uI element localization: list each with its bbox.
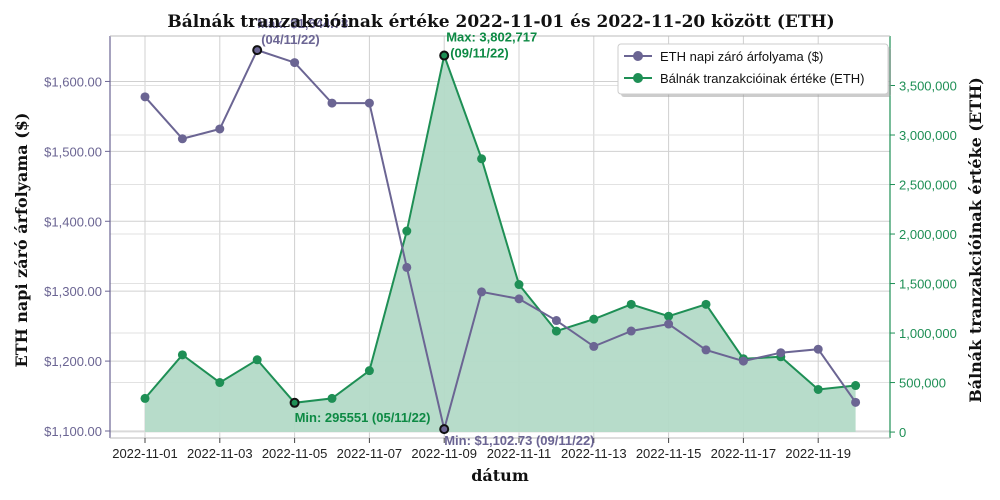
y-left-tick-label: $1,100.00 (44, 424, 102, 439)
legend-marker-eth (633, 51, 643, 61)
eth-price-point (290, 58, 300, 68)
whale-point (626, 299, 636, 309)
annotation-date: (04/11/22) (261, 32, 320, 47)
whale-point (851, 381, 861, 391)
y-axis-left-title: ETH napi záró árfolyama ($) (12, 113, 31, 368)
eth-price-point (551, 316, 561, 326)
x-tick-label: 2022-11-03 (187, 446, 253, 461)
annotation-label: Max: 3,802,717 (446, 30, 537, 45)
y-right-tick-label: 500,000 (899, 376, 946, 391)
extreme-marker (439, 424, 450, 435)
whale-point (589, 314, 599, 324)
eth-price-point (215, 124, 225, 134)
legend-label-whale: Bálnák tranzakcióinak értéke (ETH) (660, 71, 864, 86)
legend: ETH napi záró árfolyama ($) Bálnák tranz… (617, 43, 891, 97)
eth-price-point (177, 134, 187, 144)
legend-label-eth: ETH napi záró árfolyama ($) (660, 49, 823, 64)
legend-marker-whale (633, 73, 643, 83)
whale-point (514, 280, 524, 290)
series-lines (144, 48, 857, 430)
eth-price-point (402, 262, 412, 272)
whale-point (177, 350, 187, 360)
x-axis-title: dátum (471, 466, 529, 485)
eth-price-point (140, 92, 150, 102)
eth-price-point (738, 356, 748, 366)
whale-point (402, 226, 412, 236)
whale-point (215, 378, 225, 388)
y-axis-right-title: Bálnák tranzakcióinak értéke (ETH) (966, 77, 985, 403)
x-tick-label: 2022-11-11 (487, 446, 552, 461)
whale-point (813, 384, 823, 394)
eth-price-point (626, 326, 636, 336)
x-tick-label: 2022-11-09 (411, 446, 477, 461)
annotation-label: Min: 295551 (05/11/22) (295, 410, 431, 425)
x-tick-label: 2022-11-05 (262, 446, 328, 461)
x-tick-label: 2022-11-17 (711, 446, 777, 461)
whale-point (551, 326, 561, 336)
y-right-tick-label: 1,500,000 (899, 277, 957, 292)
eth-price-point (327, 98, 337, 108)
eth-price-point (851, 397, 861, 407)
eth-price-line (144, 48, 857, 430)
eth-price-point (514, 294, 524, 304)
whale-point (477, 154, 487, 164)
whale-point (364, 366, 374, 376)
y-right-tick-label: 3,500,000 (899, 79, 957, 94)
annotation-label: Min: $1,102.73 (09/11/22) (444, 433, 594, 448)
x-tick-label: 2022-11-13 (561, 446, 627, 461)
eth-price-point (364, 98, 374, 108)
whale-line (144, 51, 856, 404)
x-tick-label: 2022-11-15 (636, 446, 702, 461)
extreme-marker (252, 45, 263, 56)
x-tick-label: 2022-11-01 (112, 446, 178, 461)
eth-price-point (477, 287, 487, 297)
whale-area-fill (145, 55, 856, 433)
y-right-tick-label: 3,000,000 (899, 128, 957, 143)
whale-point (252, 355, 262, 365)
eth-price-point (664, 319, 674, 329)
y-right-tick-label: 2,000,000 (899, 227, 957, 242)
chart-title: Bálnák tranzakcióinak értéke 2022-11-01 … (167, 12, 834, 32)
whale-point (664, 311, 674, 321)
eth-price-point (701, 345, 711, 355)
y-left-tick-label: $1,200.00 (44, 354, 102, 369)
y-left-tick-label: $1,300.00 (44, 284, 102, 299)
whale-point (701, 299, 711, 309)
y-left-tick-label: $1,600.00 (44, 74, 102, 89)
whale-point (327, 393, 337, 403)
y-right-tick-label: 2,500,000 (899, 178, 957, 193)
y-right-tick-label: 1,000,000 (899, 326, 957, 341)
extreme-marker (439, 50, 450, 61)
y-right-tick-label: 0 (899, 425, 906, 440)
whale-area (145, 55, 856, 433)
eth-price-point (813, 344, 823, 354)
eth-price-point (589, 341, 599, 351)
y-left-tick-label: $1,500.00 (44, 144, 102, 159)
annotations: Max: $1,644.78(04/11/22) Min: $1,102.73 (… (252, 16, 595, 448)
annotation-label: Max: $1,644.78 (257, 16, 348, 31)
annotation-date: (09/11/22) (450, 46, 509, 61)
whale-point (140, 393, 150, 403)
extreme-marker (289, 397, 300, 408)
x-tick-label: 2022-11-19 (785, 446, 851, 461)
axes: $1,100.00 $1,200.00 $1,300.00 $1,400.00 $1,5… (44, 35, 957, 461)
x-tick-label: 2022-11-07 (337, 446, 403, 461)
eth-price-point (776, 348, 786, 358)
y-left-tick-label: $1,400.00 (44, 214, 102, 229)
